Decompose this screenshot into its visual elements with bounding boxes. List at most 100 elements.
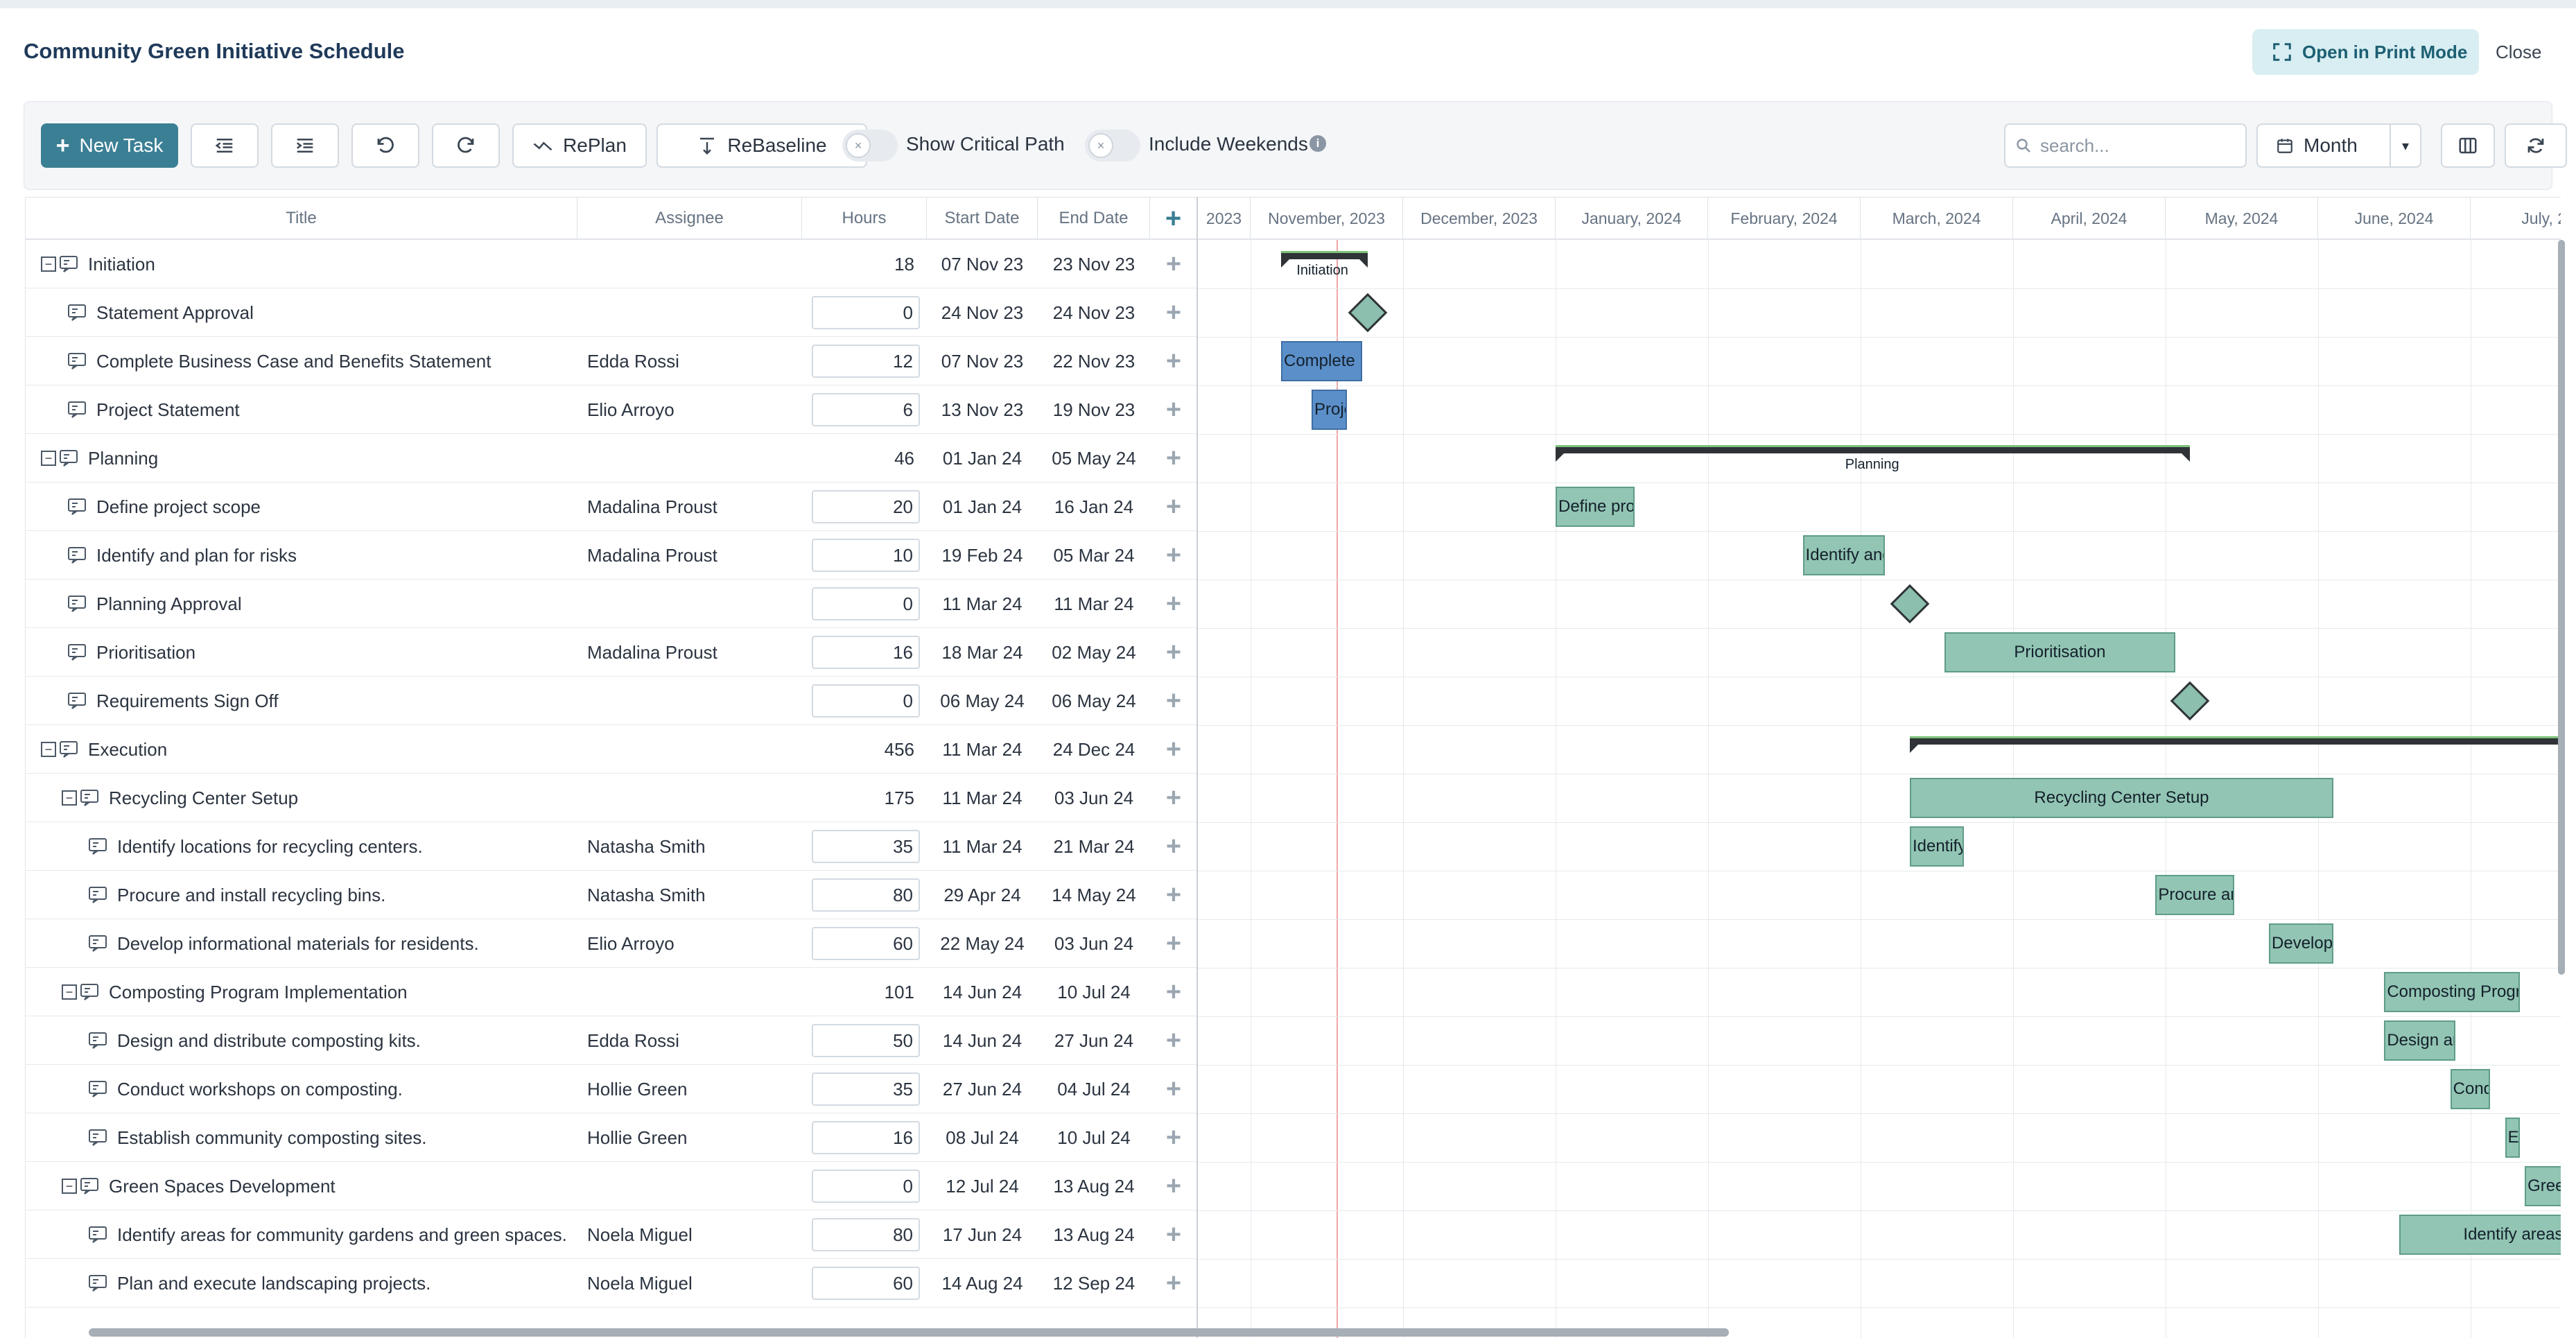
task-assignee[interactable]: Elio Arroyo [587, 932, 675, 954]
search-input[interactable] [2040, 134, 2227, 157]
task-row[interactable]: Define project scope Madalina Proust 20 01 … [26, 483, 1196, 531]
task-assignee[interactable] [587, 580, 795, 628]
task-comment-icon[interactable] [80, 1177, 99, 1195]
task-assignee[interactable]: Edda Rossi [587, 350, 679, 372]
add-subtask-icon[interactable]: + [1165, 928, 1182, 958]
add-subtask-icon[interactable]: + [1165, 977, 1182, 1007]
task-start-date[interactable]: 11 Mar 24 [942, 738, 1022, 760]
task-title-cell[interactable]: Procure and install recycling bins. [26, 871, 577, 919]
task-end-date[interactable]: 05 Mar 24 [1053, 544, 1135, 566]
task-row[interactable]: Design and distribute composting kits. Ed… [26, 1016, 1196, 1065]
task-start-date[interactable]: 17 Jun 24 [942, 1224, 1022, 1245]
replan-button[interactable]: RePlan [512, 123, 647, 168]
task-end-date[interactable]: 11 Mar 24 [1054, 593, 1134, 614]
task-hours-input[interactable]: 10 [812, 539, 920, 572]
task-row[interactable]: Complete Business Case and Benefits Stat… [26, 337, 1196, 385]
task-bar[interactable]: Composting Progr [2384, 972, 2520, 1012]
search-box[interactable] [2004, 123, 2247, 168]
task-row[interactable]: Identify areas for community gardens and… [26, 1210, 1196, 1259]
task-title-cell[interactable]: − Initiation [26, 240, 577, 288]
task-comment-icon[interactable] [88, 1080, 107, 1098]
task-assignee[interactable]: Noela Miguel [587, 1224, 693, 1245]
task-hours-input[interactable]: 35 [812, 1072, 920, 1106]
collapse-icon[interactable]: − [62, 984, 77, 1000]
task-end-date[interactable]: 23 Nov 23 [1052, 253, 1135, 275]
rebaseline-button[interactable]: ReBaseline [656, 123, 867, 168]
task-title-cell[interactable]: Conduct workshops on composting. [26, 1065, 577, 1113]
task-bar[interactable]: Identify areas for com [2399, 1215, 2561, 1255]
add-column-icon[interactable]: + [1150, 198, 1196, 239]
task-end-date[interactable]: 04 Jul 24 [1057, 1078, 1131, 1100]
task-start-date[interactable]: 14 Jun 24 [942, 1029, 1022, 1051]
task-assignee[interactable] [587, 434, 795, 483]
task-comment-icon[interactable] [88, 1274, 107, 1292]
task-hours-input[interactable]: 0 [812, 1170, 920, 1203]
task-comment-icon[interactable] [59, 255, 78, 273]
task-comment-icon[interactable] [67, 401, 87, 419]
task-title-cell[interactable]: − Green Spaces Development [26, 1162, 577, 1210]
task-assignee[interactable] [587, 1162, 795, 1210]
task-comment-icon[interactable] [80, 789, 99, 807]
task-hours-input[interactable]: 20 [812, 490, 920, 523]
task-end-date[interactable]: 02 May 24 [1052, 641, 1136, 663]
task-title-cell[interactable]: Statement Approval [26, 288, 577, 337]
task-end-date[interactable]: 16 Jan 24 [1054, 496, 1134, 517]
view-scale-select[interactable]: Month [2256, 123, 2391, 168]
task-hours-input[interactable]: 80 [812, 878, 920, 912]
task-bar[interactable]: Complete B [1281, 341, 1363, 381]
task-end-date[interactable]: 14 May 24 [1052, 884, 1136, 905]
task-hours-input[interactable]: 6 [812, 393, 920, 426]
task-comment-icon[interactable] [88, 1226, 107, 1244]
task-bar[interactable]: Gree [2525, 1166, 2561, 1206]
task-row[interactable]: Identify locations for recycling centers… [26, 822, 1196, 871]
milestone-diamond[interactable] [2170, 681, 2210, 721]
task-end-date[interactable]: 24 Nov 23 [1052, 302, 1135, 323]
summary-bar[interactable] [1556, 445, 2191, 462]
task-comment-icon[interactable] [67, 352, 87, 370]
task-hours-input[interactable]: 60 [812, 927, 920, 960]
task-title-cell[interactable]: − Composting Program Implementation [26, 968, 577, 1016]
task-end-date[interactable]: 27 Jun 24 [1054, 1029, 1134, 1051]
milestone-diamond[interactable] [1890, 584, 1930, 624]
task-end-date[interactable]: 21 Mar 24 [1053, 835, 1135, 857]
task-assignee[interactable] [587, 968, 795, 1016]
task-start-date[interactable]: 07 Nov 23 [941, 350, 1024, 372]
task-assignee[interactable]: Elio Arroyo [587, 399, 675, 420]
task-start-date[interactable]: 01 Jan 24 [942, 447, 1022, 469]
task-end-date[interactable]: 06 May 24 [1052, 690, 1136, 711]
task-assignee[interactable] [587, 725, 795, 774]
task-assignee[interactable]: Natasha Smith [587, 884, 706, 905]
task-title-cell[interactable]: Project Statement [26, 385, 577, 434]
task-comment-icon[interactable] [88, 837, 107, 855]
chevron-down-icon[interactable]: ▾ [2390, 123, 2421, 168]
task-hours-input[interactable]: 16 [812, 636, 920, 669]
task-hours-input[interactable]: 50 [812, 1024, 920, 1057]
collapse-icon[interactable]: − [62, 790, 77, 806]
task-start-date[interactable]: 19 Feb 24 [941, 544, 1023, 566]
task-assignee[interactable]: Madalina Proust [587, 496, 717, 517]
task-assignee[interactable] [587, 288, 795, 337]
task-bar[interactable]: E [2505, 1118, 2520, 1158]
task-start-date[interactable]: 11 Mar 24 [942, 787, 1022, 808]
add-subtask-icon[interactable]: + [1165, 249, 1182, 279]
task-end-date[interactable]: 13 Aug 24 [1053, 1175, 1135, 1197]
task-row[interactable]: − Planning 46 01 Jan 24 05 May 24 + [26, 434, 1196, 483]
horizontal-scrollbar[interactable] [89, 1328, 1729, 1337]
task-row[interactable]: − Green Spaces Development 0 12 Jul 24 13 Au… [26, 1162, 1196, 1210]
task-start-date[interactable]: 24 Nov 23 [941, 302, 1024, 323]
add-subtask-icon[interactable]: + [1165, 297, 1182, 327]
task-start-date[interactable]: 18 Mar 24 [941, 641, 1023, 663]
task-title-cell[interactable]: − Planning [26, 434, 577, 483]
task-comment-icon[interactable] [67, 546, 87, 564]
column-header-end-date[interactable]: End Date [1038, 198, 1150, 239]
task-title-cell[interactable]: Prioritisation [26, 628, 577, 677]
column-header-hours[interactable]: Hours [802, 198, 927, 239]
task-end-date[interactable]: 10 Jul 24 [1057, 1127, 1131, 1148]
task-row[interactable]: Conduct workshops on composting. Hollie G… [26, 1065, 1196, 1113]
add-subtask-icon[interactable]: + [1165, 1074, 1182, 1104]
task-end-date[interactable]: 03 Jun 24 [1054, 932, 1134, 954]
add-subtask-icon[interactable]: + [1165, 734, 1182, 764]
task-start-date[interactable]: 11 Mar 24 [942, 593, 1022, 614]
task-title-cell[interactable]: Design and distribute composting kits. [26, 1016, 577, 1065]
task-row[interactable]: Planning Approval 0 11 Mar 24 11 Mar 24 + [26, 580, 1196, 628]
